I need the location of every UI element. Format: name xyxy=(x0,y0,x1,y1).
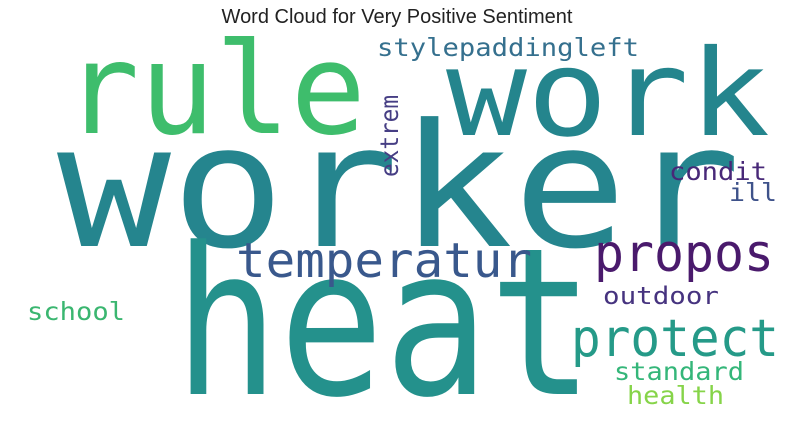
word-condit: condit xyxy=(669,157,767,186)
word-protect: protect xyxy=(571,309,779,369)
word-rule: rule xyxy=(64,15,366,163)
word-heat: heat xyxy=(174,205,594,431)
word-temperatur: temperatur xyxy=(236,233,532,289)
word-ill: ill xyxy=(729,178,777,207)
word-worker: worker xyxy=(57,88,741,287)
word-health: health xyxy=(627,381,724,410)
word-propos: propos xyxy=(594,224,774,284)
word-stylepaddingleft: stylepaddingleft xyxy=(377,33,639,62)
word-outdoor: outdoor xyxy=(603,282,719,310)
word-work: work xyxy=(446,25,770,164)
word-school: school xyxy=(27,297,125,326)
word-extrem: extrem xyxy=(375,95,404,177)
word-standard: standard xyxy=(614,357,744,386)
chart-title: Word Cloud for Very Positive Sentiment xyxy=(221,6,573,28)
